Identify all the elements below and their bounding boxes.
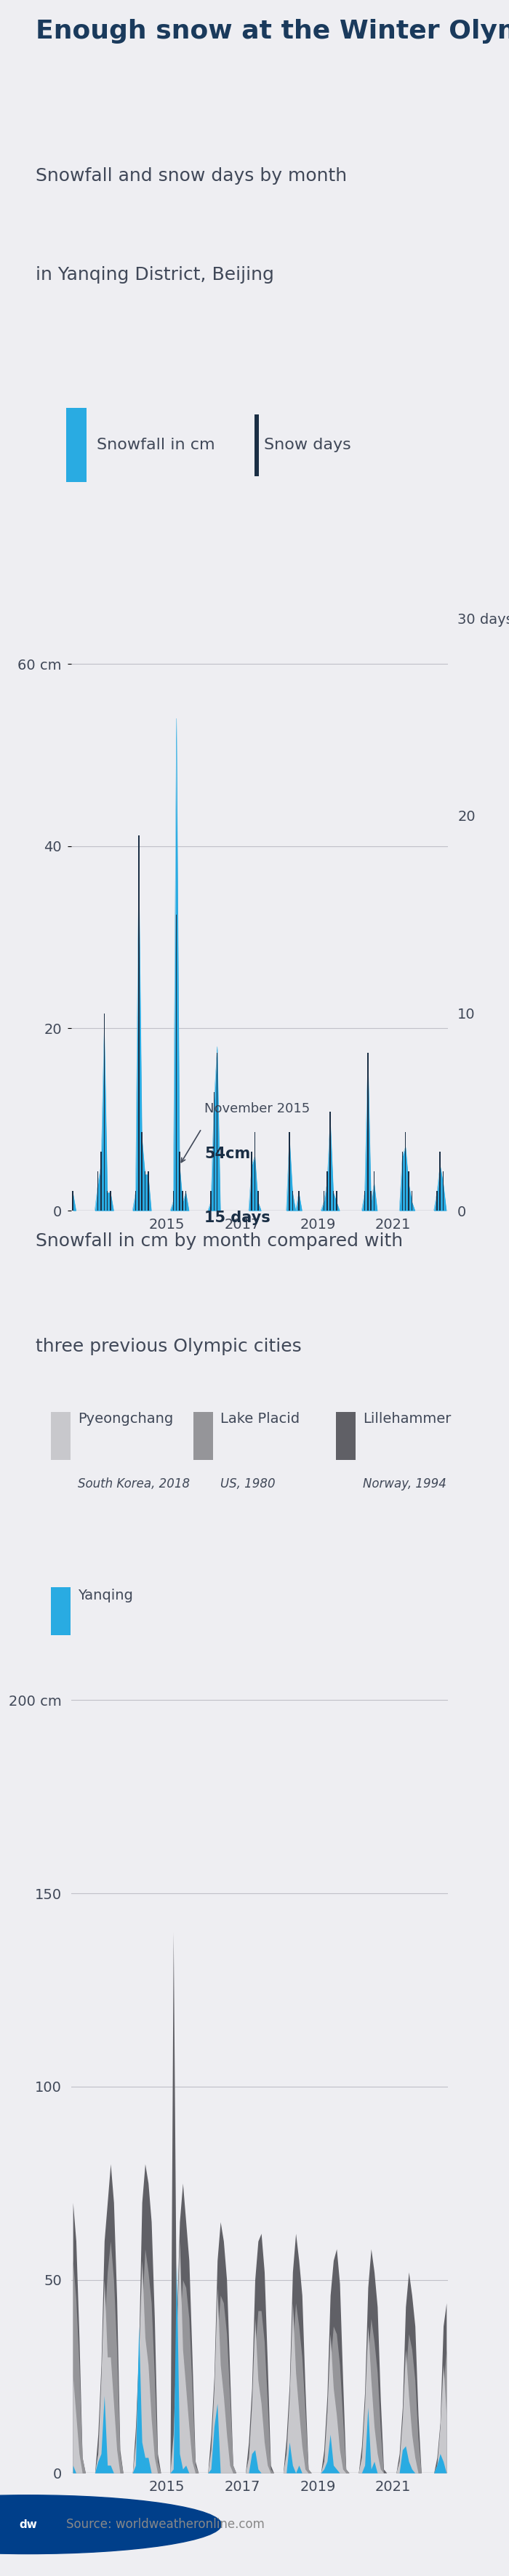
Bar — [182, 1190, 183, 1211]
Bar — [374, 1172, 375, 1211]
Text: dw: dw — [19, 2519, 37, 2530]
Text: Pyeongchang: Pyeongchang — [78, 1412, 173, 1425]
Bar — [217, 1054, 218, 1211]
Bar — [408, 1172, 409, 1211]
Bar — [298, 1190, 299, 1211]
Bar — [333, 1190, 334, 1211]
Bar — [185, 1190, 186, 1211]
Text: Snowfall in cm by month compared with: Snowfall in cm by month compared with — [36, 1231, 403, 1249]
Bar — [254, 415, 259, 477]
Bar — [443, 1172, 444, 1211]
Bar — [292, 1190, 293, 1211]
Bar — [101, 1151, 102, 1211]
Bar — [72, 1190, 73, 1211]
Bar — [210, 1190, 211, 1211]
Bar — [254, 1131, 256, 1211]
Bar — [330, 1113, 331, 1211]
Bar — [142, 1131, 143, 1211]
Bar — [336, 1412, 355, 1461]
Bar — [148, 1172, 149, 1211]
Text: Source: worldweatheronline.com: Source: worldweatheronline.com — [66, 2517, 265, 2532]
Text: Snow days: Snow days — [264, 438, 351, 453]
Text: Norway, 1994: Norway, 1994 — [363, 1479, 446, 1492]
Text: 15 days: 15 days — [205, 1211, 271, 1226]
Bar — [411, 1190, 412, 1211]
Bar — [336, 1190, 337, 1211]
Bar — [51, 1587, 70, 1636]
Text: Snowfall in cm: Snowfall in cm — [97, 438, 215, 453]
Text: Lake Placid: Lake Placid — [220, 1412, 300, 1425]
Bar — [179, 1151, 180, 1211]
Bar — [193, 1412, 213, 1461]
Bar — [251, 1151, 252, 1211]
Text: November 2015: November 2015 — [205, 1103, 310, 1115]
Circle shape — [0, 2496, 221, 2553]
Bar — [258, 1190, 259, 1211]
Bar — [371, 1190, 372, 1211]
Bar — [289, 1131, 290, 1211]
Bar — [436, 1190, 437, 1211]
Text: three previous Olympic cities: three previous Olympic cities — [36, 1337, 301, 1355]
Bar — [107, 1190, 108, 1211]
Text: Snowfall and snow days by month: Snowfall and snow days by month — [36, 167, 347, 185]
Bar — [138, 835, 139, 1211]
Text: Yanqing: Yanqing — [78, 1589, 133, 1602]
Bar — [145, 1172, 146, 1211]
Bar — [135, 1190, 136, 1211]
Bar — [104, 1012, 105, 1211]
Text: Enough snow at the Winter Olympics?: Enough snow at the Winter Olympics? — [36, 18, 509, 44]
Bar — [214, 1092, 215, 1211]
Text: US, 1980: US, 1980 — [220, 1479, 275, 1492]
Bar — [110, 1190, 111, 1211]
Bar — [66, 407, 87, 482]
Text: in Yanqing District, Beijing: in Yanqing District, Beijing — [36, 265, 274, 283]
Bar — [176, 914, 177, 1211]
Bar — [51, 1412, 70, 1461]
Bar — [402, 1151, 403, 1211]
Bar — [97, 1172, 98, 1211]
Bar — [367, 1054, 369, 1211]
Text: Lillehammer: Lillehammer — [363, 1412, 451, 1425]
Bar — [327, 1172, 328, 1211]
Bar — [405, 1131, 406, 1211]
Bar — [173, 1190, 174, 1211]
Bar — [440, 1151, 441, 1211]
Text: South Korea, 2018: South Korea, 2018 — [78, 1479, 190, 1492]
Bar — [364, 1190, 365, 1211]
Text: 54cm: 54cm — [205, 1146, 250, 1162]
Bar — [323, 1190, 324, 1211]
